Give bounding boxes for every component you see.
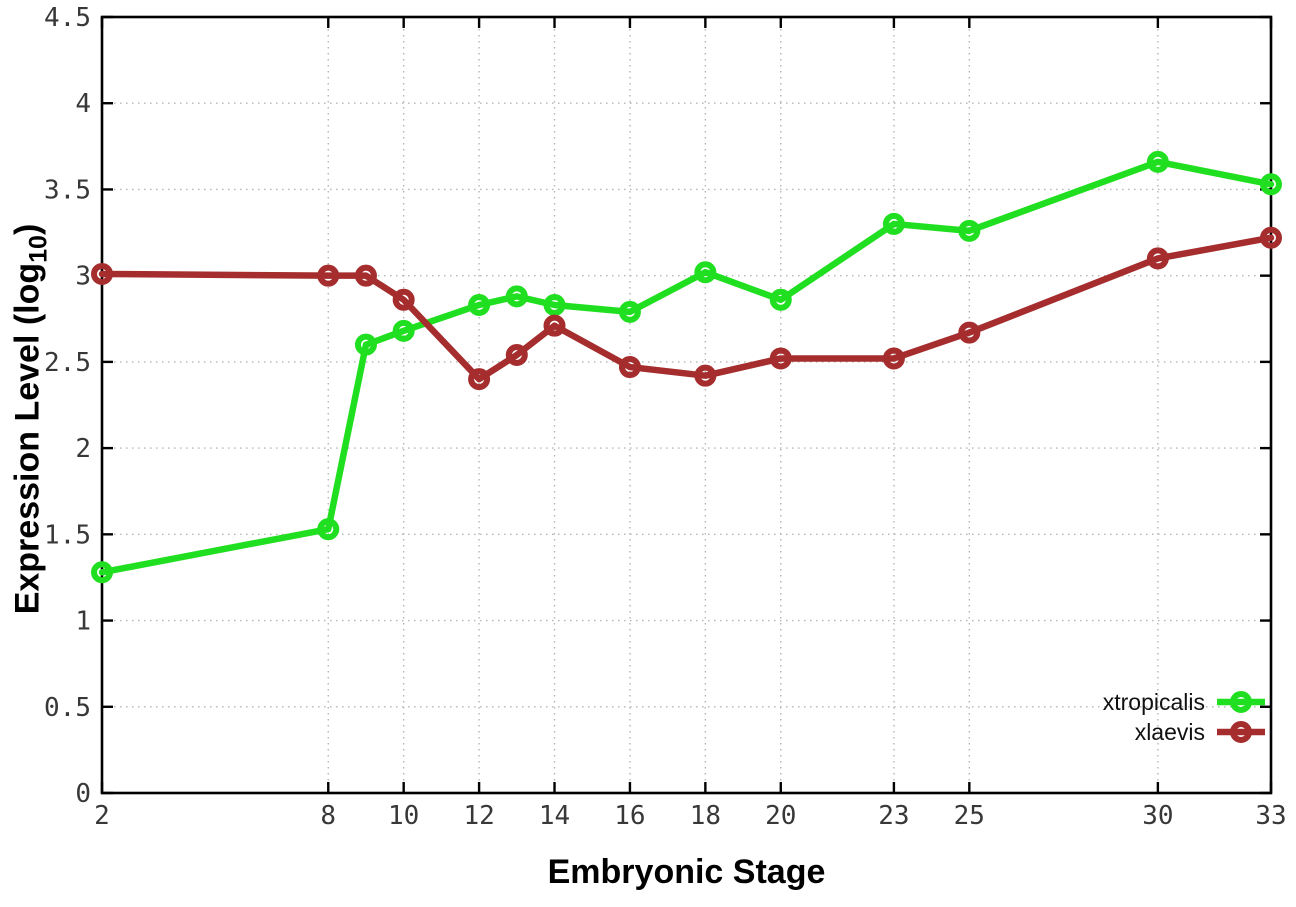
x-tick-label: 2 xyxy=(94,801,110,831)
data-point-xtropicalis xyxy=(91,561,113,584)
y-tick-label: 3.5 xyxy=(44,175,91,205)
series-line-xtropicalis xyxy=(98,158,1275,576)
legend-sample-xlaevis xyxy=(1217,721,1265,743)
legend-marker-icon xyxy=(1230,691,1252,713)
y-tick-label: 1.5 xyxy=(44,520,91,550)
y-tick-label: 4.5 xyxy=(44,3,91,33)
legend-item-xlaevis: xlaevis xyxy=(1103,717,1267,747)
x-tick-label: 10 xyxy=(388,801,419,831)
x-tick-label: 8 xyxy=(320,801,336,831)
x-tick-label: 18 xyxy=(690,801,721,831)
y-tick-label: 1 xyxy=(75,607,91,637)
y-axis-title-main: Expression Level (log xyxy=(8,262,47,615)
data-point-xlaevis xyxy=(958,321,981,344)
data-point-xtropicalis xyxy=(317,518,340,541)
data-point-xtropicalis xyxy=(543,293,566,316)
y-tick-label: 0.5 xyxy=(44,693,91,723)
x-tick-label: 16 xyxy=(614,801,645,831)
data-point-xtropicalis xyxy=(1260,173,1282,196)
legend-marker-icon xyxy=(1230,721,1252,743)
x-tick-label: 12 xyxy=(463,801,494,831)
data-point-xtropicalis xyxy=(694,261,717,284)
data-point-xlaevis xyxy=(354,264,377,287)
y-tick-label: 3 xyxy=(75,262,91,292)
x-axis-title: Embryonic Stage xyxy=(547,853,826,891)
data-point-xtropicalis xyxy=(882,212,905,235)
series-line-xlaevis xyxy=(98,234,1275,383)
data-point-xtropicalis xyxy=(392,319,415,342)
x-tick-label: 23 xyxy=(878,801,909,831)
plot-border xyxy=(100,15,1273,795)
data-point-xlaevis xyxy=(468,368,491,391)
y-tick-label: 2 xyxy=(75,434,91,464)
data-point-xlaevis xyxy=(505,343,528,366)
y-axis-title-close: ) xyxy=(8,223,47,236)
x-tick-label: 25 xyxy=(954,801,985,831)
legend: xtropicalis xlaevis xyxy=(1103,687,1267,747)
data-point-xlaevis xyxy=(882,347,905,370)
y-tick-label: 0 xyxy=(75,779,91,809)
data-point-xlaevis xyxy=(91,262,113,285)
y-axis-title-subscript: 10 xyxy=(24,235,53,263)
data-point-xtropicalis xyxy=(618,300,641,323)
x-tick-label: 33 xyxy=(1255,801,1286,831)
data-point-xlaevis xyxy=(769,347,792,370)
data-point-xtropicalis xyxy=(1146,150,1169,173)
data-point-xtropicalis xyxy=(354,333,377,356)
data-point-xtropicalis xyxy=(958,219,981,242)
data-point-xlaevis xyxy=(392,288,415,311)
x-tick-label: 14 xyxy=(539,801,570,831)
legend-label-xlaevis: xlaevis xyxy=(1134,719,1205,745)
data-point-xlaevis xyxy=(317,264,340,287)
data-point-xtropicalis xyxy=(468,293,491,316)
y-tick-label: 2.5 xyxy=(44,348,91,378)
legend-label-xtropicalis: xtropicalis xyxy=(1102,689,1205,715)
data-point-xlaevis xyxy=(1260,226,1282,249)
x-tick-label: 30 xyxy=(1142,801,1173,831)
y-axis-title: Expression Level (log10) xyxy=(9,224,54,615)
data-point-xlaevis xyxy=(1146,247,1169,270)
y-tick-label: 4 xyxy=(75,89,91,119)
data-point-xlaevis xyxy=(694,364,717,387)
data-point-xlaevis xyxy=(543,314,566,337)
legend-item-xtropicalis: xtropicalis xyxy=(1103,687,1267,717)
x-tick-label: 20 xyxy=(765,801,796,831)
data-point-xtropicalis xyxy=(505,285,528,308)
data-point-xlaevis xyxy=(618,356,641,379)
legend-sample-xtropicalis xyxy=(1217,691,1265,713)
data-point-xtropicalis xyxy=(769,288,792,311)
